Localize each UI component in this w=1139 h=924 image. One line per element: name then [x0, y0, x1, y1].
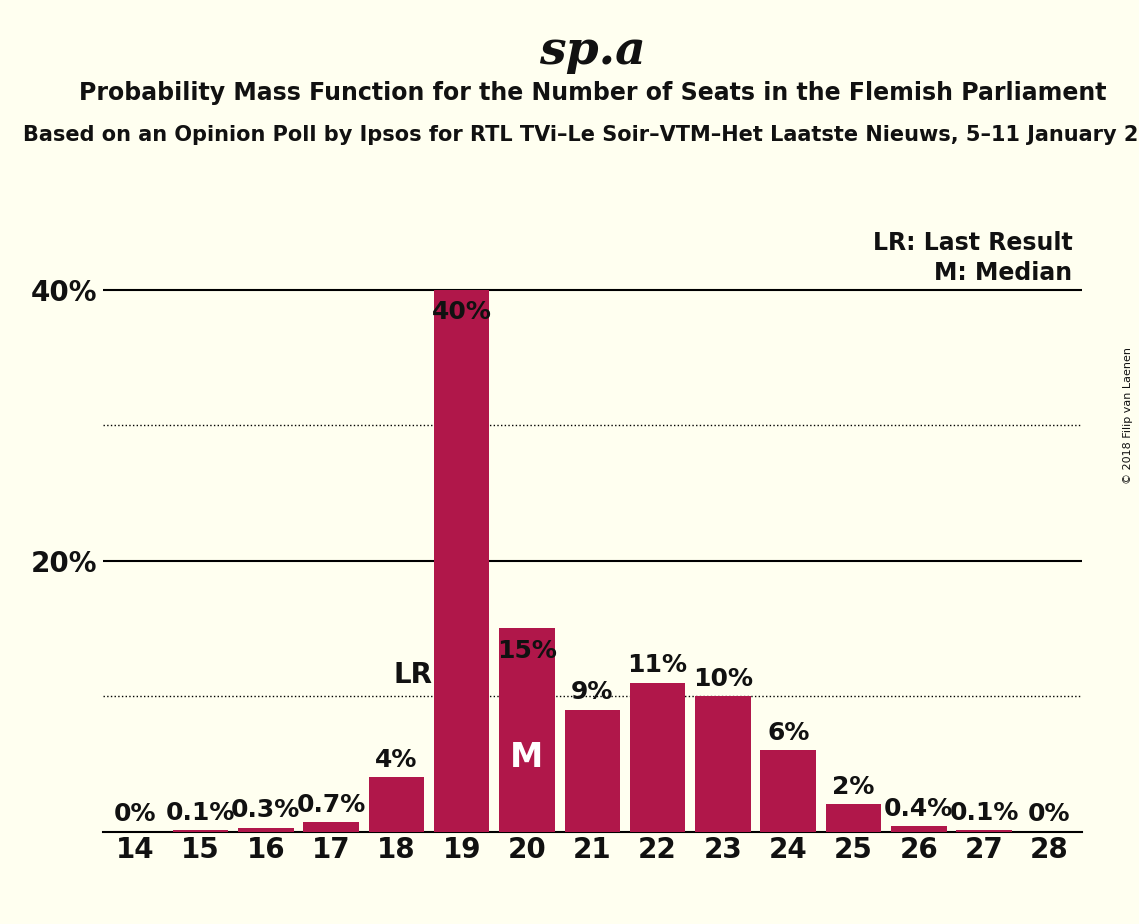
- Text: 6%: 6%: [767, 721, 810, 745]
- Bar: [565, 710, 620, 832]
- Bar: [695, 696, 751, 832]
- Bar: [238, 828, 294, 832]
- Text: 0%: 0%: [114, 802, 156, 826]
- Text: LR: Last Result: LR: Last Result: [872, 231, 1072, 255]
- Bar: [369, 777, 424, 832]
- Text: 2%: 2%: [833, 775, 875, 799]
- Text: 0%: 0%: [1029, 802, 1071, 826]
- Bar: [891, 826, 947, 832]
- Text: Probability Mass Function for the Number of Seats in the Flemish Parliament: Probability Mass Function for the Number…: [79, 81, 1106, 105]
- Text: 0.7%: 0.7%: [296, 793, 366, 817]
- Text: 40%: 40%: [432, 300, 492, 324]
- Text: 0.4%: 0.4%: [884, 796, 953, 821]
- Bar: [826, 805, 882, 832]
- Bar: [173, 831, 228, 832]
- Text: M: M: [510, 740, 543, 773]
- Bar: [434, 289, 490, 832]
- Text: LR: LR: [393, 662, 433, 689]
- Text: 11%: 11%: [628, 653, 688, 677]
- Text: 9%: 9%: [571, 680, 614, 704]
- Bar: [499, 628, 555, 832]
- Text: 0.1%: 0.1%: [950, 801, 1018, 825]
- Bar: [957, 831, 1011, 832]
- Text: M: Median: M: Median: [934, 261, 1072, 286]
- Text: © 2018 Filip van Laenen: © 2018 Filip van Laenen: [1123, 347, 1133, 484]
- Bar: [761, 750, 816, 832]
- Text: 0.1%: 0.1%: [166, 801, 235, 825]
- Bar: [303, 822, 359, 832]
- Text: sp.a: sp.a: [539, 28, 646, 74]
- Text: Based on an Opinion Poll by Ipsos for RTL TVi–Le Soir–VTM–Het Laatste Nieuws, 5–: Based on an Opinion Poll by Ipsos for RT…: [23, 125, 1139, 145]
- Text: 4%: 4%: [375, 748, 418, 772]
- Text: 10%: 10%: [693, 666, 753, 690]
- Text: 15%: 15%: [497, 639, 557, 663]
- Text: 0.3%: 0.3%: [231, 798, 301, 822]
- Bar: [630, 683, 686, 832]
